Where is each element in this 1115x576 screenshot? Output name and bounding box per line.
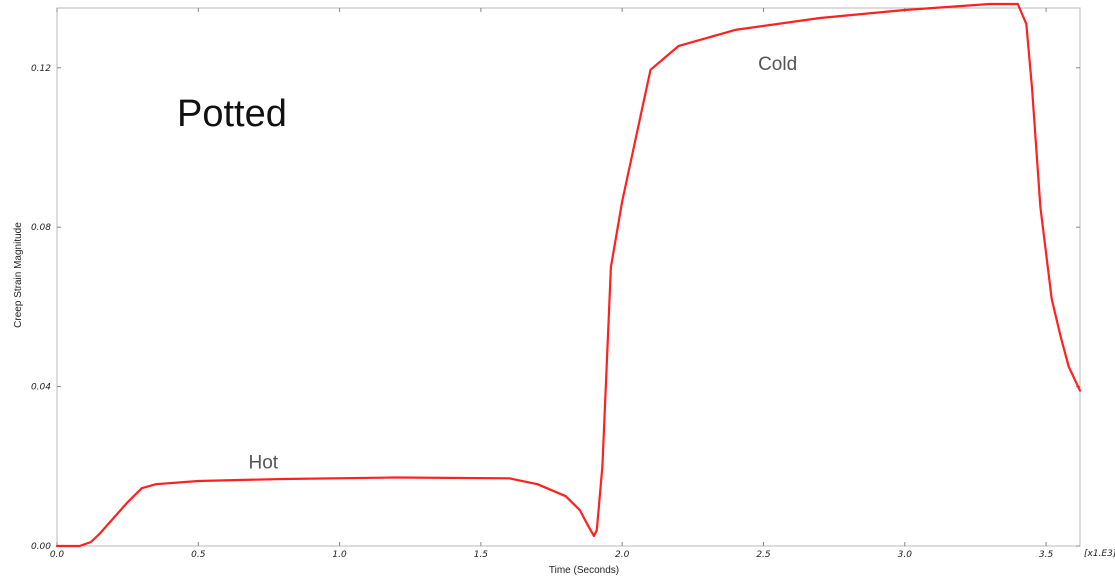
y-tick-label: 0.04 [31,383,51,393]
x-tick-label: 2.5 [756,550,771,560]
annotation-label: Cold [758,54,797,75]
x-tick-label: 3.0 [898,550,913,560]
x-tick-label: 2.0 [615,550,630,560]
y-tick-label: 0.08 [31,223,51,233]
y-tick-label: 0.12 [31,64,51,74]
chart-title: Potted [177,93,287,135]
series-line [55,2,1082,548]
x-axis-label: Time (Seconds) [549,565,619,576]
x-scale-label: [x1.E3] [1084,549,1115,559]
plot-frame [56,7,1081,547]
x-tick-label: 1.5 [474,550,489,560]
x-tick-label: 1.0 [332,550,347,560]
x-tick-label: 0.0 [50,550,65,560]
x-tick-label: 0.5 [191,550,206,560]
x-tick-label: 3.5 [1039,550,1054,560]
y-tick-label: 0.00 [31,542,51,552]
annotation-label: Hot [249,452,279,473]
y-axis-label: Creep Strain Magnitude [13,222,24,328]
